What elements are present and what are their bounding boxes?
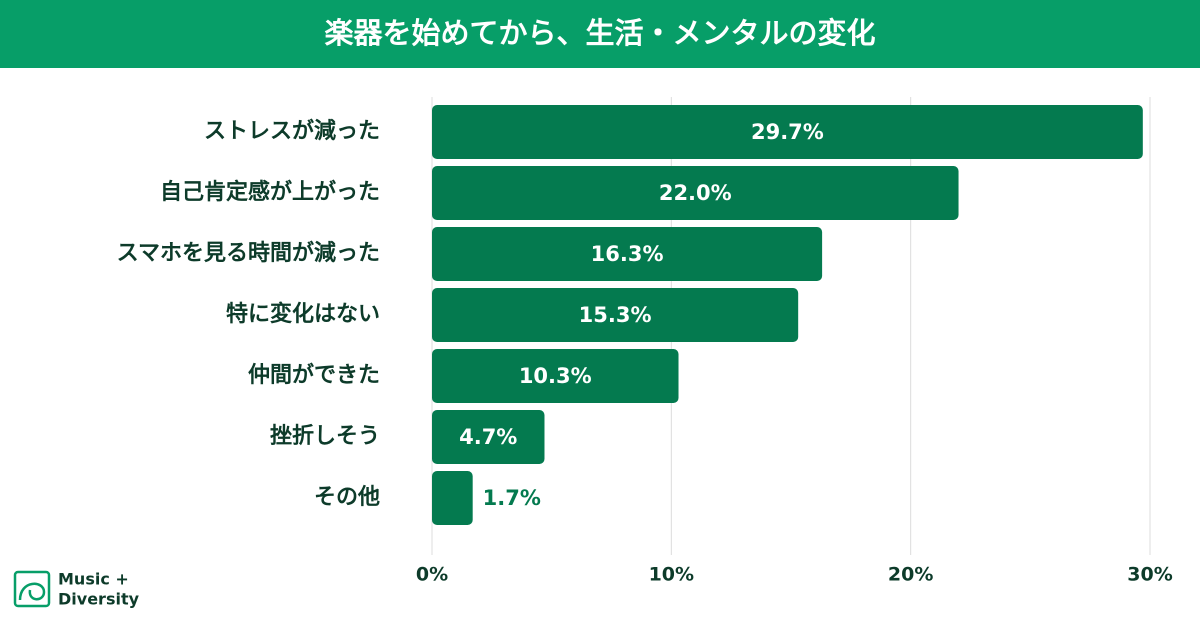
value-label: 29.7% <box>751 120 824 144</box>
value-label: 15.3% <box>579 303 652 327</box>
value-label: 16.3% <box>591 242 664 266</box>
bar <box>432 227 823 281</box>
logo-text: Music + <box>58 570 129 589</box>
bar <box>432 288 799 342</box>
y-tick-label: その他 <box>314 485 380 510</box>
value-label: 22.0% <box>659 181 732 205</box>
y-tick-label: スマホを見る時間が減った <box>117 240 380 266</box>
bar <box>432 410 545 464</box>
y-tick-label: 特に変化はない <box>226 301 380 327</box>
header-band <box>0 0 1200 68</box>
x-tick-label: 0% <box>416 564 448 586</box>
bar <box>432 471 473 525</box>
bar <box>432 349 679 403</box>
logo-icon-curve <box>18 582 46 601</box>
y-tick-label: 自己肯定感が上がった <box>160 179 380 205</box>
x-tick-label: 30% <box>1127 564 1172 586</box>
x-tick-label: 20% <box>888 564 933 586</box>
y-tick-label: 仲間ができた <box>248 362 380 388</box>
bar <box>432 166 959 220</box>
y-tick-label: 挫折しそう <box>270 424 380 449</box>
value-label: 4.7% <box>459 425 517 449</box>
y-tick-label: ストレスが減った <box>204 118 380 144</box>
chart-title: 楽器を始めてから、生活・メンタルの変化 <box>324 16 875 50</box>
logo-text: Diversity <box>58 590 140 609</box>
logo: Music + Diversity <box>13 570 140 609</box>
value-label: 10.3% <box>519 364 592 388</box>
value-label: 1.7% <box>483 486 541 510</box>
x-tick-label: 10% <box>649 564 694 586</box>
bar <box>432 105 1143 159</box>
logo-icon <box>13 570 51 608</box>
